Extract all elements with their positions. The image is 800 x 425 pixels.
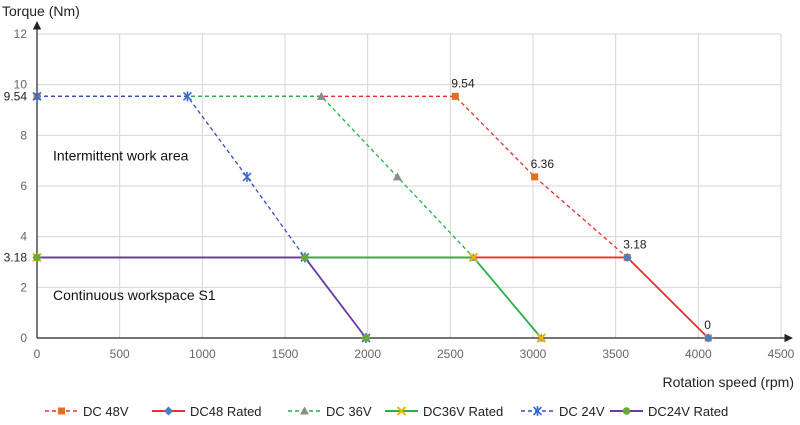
- x-tick-label: 4500: [768, 347, 795, 361]
- x-tick-label: 1000: [189, 347, 216, 361]
- data-point-5-1: [301, 253, 309, 262]
- data-label: 0: [704, 318, 711, 332]
- data-point-3-2: [536, 333, 546, 343]
- data-point-4-2: [242, 171, 252, 182]
- series-line-4: [37, 95, 367, 339]
- data-point-2-2: [392, 172, 402, 181]
- y-tick-label: 2: [20, 280, 27, 294]
- legend-label: DC48 Rated: [190, 404, 262, 419]
- data-point-2-1: [316, 91, 326, 100]
- axes: Torque (Nm) Rotation speed (rpm): [2, 3, 794, 390]
- annotation-label: Intermittent work area: [53, 148, 189, 164]
- legend-label: DC 36V: [326, 404, 372, 419]
- data-point-3-1: [468, 252, 479, 263]
- data-label: 6.36: [531, 157, 555, 171]
- y-tick-label: 0: [20, 331, 27, 345]
- data-label: 3.18: [623, 237, 647, 251]
- data-point-5-2: [362, 334, 370, 342]
- x-tick-label: 4000: [685, 347, 712, 361]
- legend: DC 48V DC48 Rated DC 36V DC36V Rated DC 24V D…: [45, 404, 728, 419]
- data-point-1-1: [622, 252, 632, 262]
- y-tick-label: 4: [20, 230, 27, 244]
- x-tick-label: 500: [110, 347, 130, 361]
- legend-marker-2: [300, 406, 309, 415]
- y-reference-label: 9.54: [4, 89, 28, 103]
- data-point-5-0: [33, 253, 41, 262]
- x-axis-title: Rotation speed (rpm): [662, 374, 794, 390]
- x-tick-label: 2000: [354, 347, 381, 361]
- x-tick-label: 2500: [437, 347, 464, 361]
- data-labels: 9.54 6.36 3.18 0: [451, 76, 711, 332]
- data-point-1-2: [703, 333, 713, 343]
- legend-label: DC36V Rated: [423, 404, 503, 419]
- legend-marker-4: [532, 406, 543, 416]
- legend-label: DC 48V: [83, 404, 129, 419]
- legend-marker-3: [396, 406, 407, 416]
- y-tick-label: 12: [14, 27, 28, 41]
- legend-marker-1: [164, 406, 173, 416]
- y-tick-label: 10: [14, 78, 28, 92]
- data-point-4-1: [182, 91, 193, 102]
- legend-marker-5: [622, 407, 631, 415]
- data-point-0-2: [531, 173, 539, 181]
- legend-marker-0: [58, 407, 65, 415]
- y-tick-label: 6: [20, 179, 27, 193]
- data-label: 9.54: [451, 76, 475, 90]
- legend-label: DC24V Rated: [648, 404, 728, 419]
- x-tick-label: 1500: [272, 347, 299, 361]
- annotations: Intermittent work area Continuous workspa…: [53, 148, 216, 303]
- y-tick-label: 8: [20, 128, 27, 142]
- data-point-0-1: [451, 92, 459, 100]
- x-tick-label: 3500: [602, 347, 629, 361]
- tick-labels: 0 500 1000 1500 2000 2500 3000 3500 4000 4500 0 2 4 6…: [4, 27, 795, 361]
- data-point-4-0: [32, 91, 42, 102]
- y-axis-title: Torque (Nm): [2, 3, 80, 19]
- series-markers: [32, 91, 713, 343]
- y-reference-label: 3.18: [4, 250, 28, 264]
- annotation-label: Continuous workspace S1: [53, 287, 216, 303]
- x-tick-label: 0: [34, 347, 41, 361]
- x-tick-label: 3000: [520, 347, 547, 361]
- legend-label: DC 24V: [559, 404, 605, 419]
